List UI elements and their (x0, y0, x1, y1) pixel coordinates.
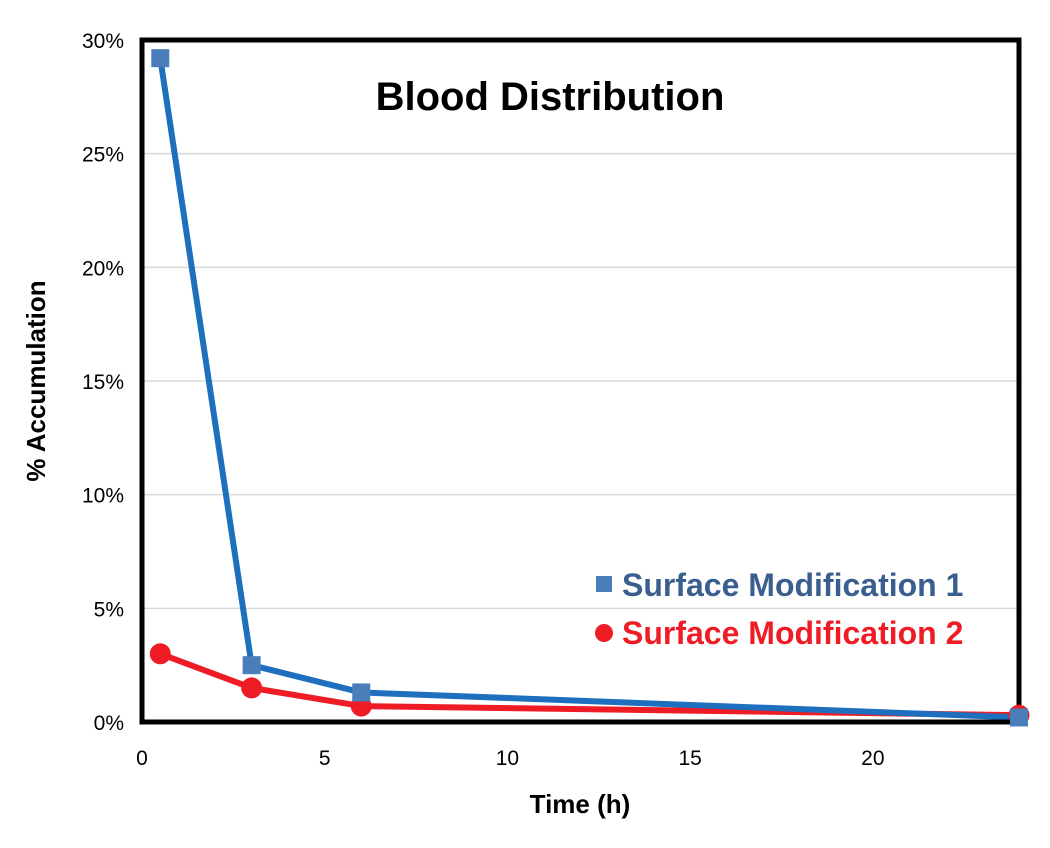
y-tick-label: 10% (82, 485, 124, 508)
y-tick-label: 5% (94, 598, 124, 621)
legend-label-series-1: Surface Modification 1 (622, 567, 963, 603)
y-tick-label: 30% (82, 30, 124, 53)
legend-marker-circle (595, 624, 613, 642)
gridlines (142, 152, 1019, 610)
x-tick-label: 20 (861, 747, 884, 770)
x-axis-title: Time (h) (530, 789, 631, 819)
marker-layer (149, 49, 1030, 727)
y-tick-label: 15% (82, 371, 124, 394)
x-tick-label: 10 (496, 747, 519, 770)
chart-title: Blood Distribution (376, 75, 725, 119)
y-axis-ticks: 0% 5% 10% 15% 20% 25% 30% (82, 30, 124, 735)
data-point-series-2 (241, 677, 263, 699)
data-point-series-1 (151, 49, 170, 68)
legend-marker-square (596, 576, 612, 592)
y-tick-label: 0% (94, 712, 124, 735)
y-axis-title: % Accumulation (21, 280, 51, 481)
legend-label-series-2: Surface Modification 2 (622, 615, 963, 651)
y-tick-label: 25% (82, 144, 124, 167)
plot-frame (139, 37, 1022, 725)
data-point-series-1 (352, 683, 371, 702)
y-tick-label: 20% (82, 257, 124, 280)
series-layer (157, 55, 1022, 721)
data-point-series-1 (1010, 708, 1028, 727)
data-point-series-2 (149, 643, 171, 665)
legend: Surface Modification 1 Surface Modificati… (595, 567, 963, 651)
series-line-2 (157, 650, 1022, 719)
series-line-1 (157, 55, 1022, 721)
x-tick-label: 15 (678, 747, 701, 770)
x-axis-ticks: 0 5 10 15 20 (136, 747, 884, 770)
x-tick-label: 0 (136, 747, 148, 770)
data-point-series-1 (242, 656, 261, 675)
x-tick-label: 5 (319, 747, 331, 770)
